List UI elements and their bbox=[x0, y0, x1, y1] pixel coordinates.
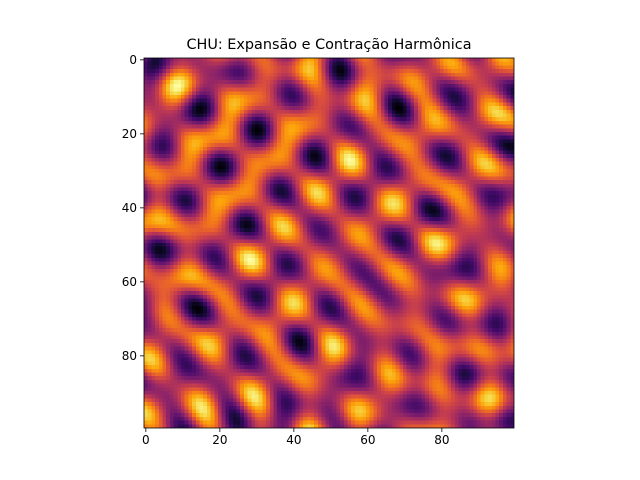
x-tick-label: 40 bbox=[286, 433, 301, 447]
y-tick-label: 40 bbox=[122, 201, 137, 215]
x-tick-label: 0 bbox=[142, 433, 150, 447]
x-tick-label: 20 bbox=[212, 433, 227, 447]
y-axis: 0 20 40 60 80 bbox=[122, 53, 144, 363]
x-tick-label: 60 bbox=[360, 433, 375, 447]
y-tick-label: 0 bbox=[129, 53, 137, 67]
y-tick-label: 60 bbox=[122, 275, 137, 289]
plot-area bbox=[143, 57, 515, 429]
y-tick-label: 80 bbox=[122, 349, 137, 363]
x-tick-label: 80 bbox=[434, 433, 449, 447]
chart-title: CHU: Expansão e Contração Harmônica bbox=[186, 37, 471, 53]
y-tick-label: 20 bbox=[122, 127, 137, 141]
axes-frame bbox=[143, 57, 515, 429]
x-axis: 0 20 40 60 80 bbox=[142, 428, 449, 447]
heatmap-image bbox=[144, 58, 514, 428]
